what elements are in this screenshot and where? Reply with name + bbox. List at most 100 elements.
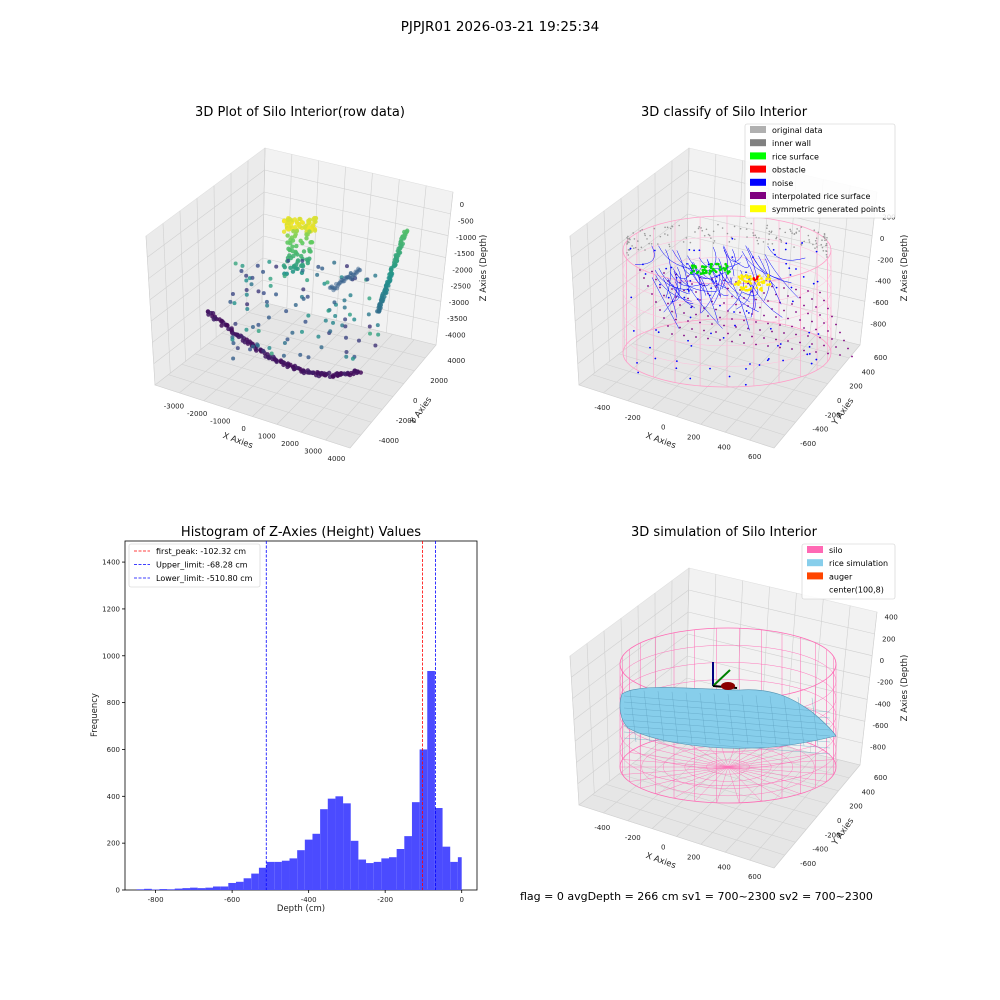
wall-point xyxy=(627,249,630,251)
z-tick-label: -400 xyxy=(875,700,891,708)
interpolated-point xyxy=(823,322,825,324)
interpolated-point xyxy=(827,330,829,332)
scatter-point xyxy=(281,353,286,358)
histogram-bar xyxy=(335,796,344,890)
interpolated-point xyxy=(795,333,797,336)
silo-ring xyxy=(622,236,832,305)
rice-surface-point xyxy=(726,272,730,275)
wall-point xyxy=(808,241,811,243)
silo-floor-spoke xyxy=(727,766,762,802)
noise-point xyxy=(675,276,678,279)
noise-point xyxy=(767,358,770,360)
noise-point xyxy=(698,249,701,252)
y-tick-label: 600 xyxy=(874,354,887,362)
scatter-point xyxy=(244,278,249,283)
panel-title: Histogram of Z-Axies (Height) Values xyxy=(181,525,421,540)
floor-gridline xyxy=(725,754,817,853)
scatter-point xyxy=(326,308,331,313)
wall-point xyxy=(700,227,702,229)
scatter-point xyxy=(343,335,348,340)
y-tick-label: 400 xyxy=(862,368,875,376)
noise-point xyxy=(675,367,678,370)
histogram-bar xyxy=(312,833,321,890)
x-tick-label: -1000 xyxy=(210,418,230,426)
noise-point xyxy=(659,283,661,286)
noise-point xyxy=(710,332,712,335)
wall-point xyxy=(644,249,646,251)
legend-swatch xyxy=(807,559,823,567)
wall-point xyxy=(825,242,828,245)
wall-point xyxy=(790,230,792,232)
noise-point xyxy=(788,267,791,270)
wall-point xyxy=(820,243,823,246)
y-tick-label: 400 xyxy=(107,793,120,801)
scatter-point xyxy=(219,323,224,328)
histogram-bar xyxy=(205,887,213,890)
wall-point xyxy=(822,249,825,252)
wall-point xyxy=(816,246,818,248)
wall-point xyxy=(822,235,825,238)
scatter-point xyxy=(305,294,310,299)
silo-floor-ring xyxy=(684,752,772,782)
z-tick-label: -200 xyxy=(877,679,893,687)
noise-point xyxy=(802,275,805,278)
symmetric-point xyxy=(745,274,748,277)
wall-point xyxy=(641,228,644,231)
noise-point xyxy=(642,263,644,266)
interpolated-point xyxy=(711,323,713,325)
wall-point xyxy=(685,237,688,239)
z-tick-label: -3000 xyxy=(449,299,469,307)
scatter-point xyxy=(293,302,298,307)
wall-point xyxy=(701,229,704,232)
back-gridline xyxy=(688,611,873,657)
wall-point xyxy=(775,236,778,239)
wall-point xyxy=(728,241,731,243)
back-gridline xyxy=(410,185,427,339)
silo-floor-spoke xyxy=(640,766,729,789)
scatter-point xyxy=(285,217,291,222)
symmetric-point xyxy=(741,287,744,290)
rice-surface-point xyxy=(703,265,707,269)
wall-point xyxy=(814,247,816,249)
y-tick-label: -2000 xyxy=(396,417,416,425)
histogram-bar xyxy=(167,889,175,890)
interpolated-point xyxy=(823,344,825,347)
noise-trace xyxy=(723,245,735,277)
legend-swatch xyxy=(750,205,766,213)
y-tick-label: 1000 xyxy=(102,652,120,660)
z-tick-label: -400 xyxy=(875,278,891,286)
interpolated-point xyxy=(799,341,801,344)
silo-floor-ring xyxy=(706,759,750,775)
scatter-point xyxy=(306,220,311,226)
legend-box xyxy=(744,123,896,219)
scatter-point xyxy=(250,344,255,349)
histogram-bar xyxy=(304,839,313,890)
floor-gridline xyxy=(659,742,839,792)
legend-swatch xyxy=(750,165,766,173)
noise-point xyxy=(779,343,782,345)
noise-point xyxy=(709,367,711,370)
noise-trace xyxy=(665,249,671,298)
rice-surface-point xyxy=(722,266,725,270)
rice-surface-point xyxy=(705,271,708,274)
wall-point xyxy=(653,227,656,230)
x-axis-label: X Axies xyxy=(644,851,677,871)
interpolated-point xyxy=(799,319,801,321)
x-axis-label: X Axies xyxy=(644,431,677,451)
interpolated-point xyxy=(807,290,809,292)
panel-title: 3D Plot of Silo Interior(row data) xyxy=(195,105,405,120)
floor-gridline xyxy=(749,759,839,861)
histogram-bar xyxy=(442,846,451,890)
scatter-point xyxy=(281,362,286,368)
scatter-point xyxy=(286,258,291,263)
rice-surface-point xyxy=(724,262,727,266)
interpolated-point xyxy=(731,318,733,320)
rice-surface-point xyxy=(703,268,706,271)
scatter-point xyxy=(310,223,316,228)
noise-point xyxy=(745,310,748,312)
panel-title: 3D simulation of Silo Interior xyxy=(631,525,818,540)
interpolated-point xyxy=(783,332,785,334)
scatter-point xyxy=(301,249,307,254)
interpolated-point xyxy=(839,331,841,334)
scatter-point xyxy=(264,299,269,304)
